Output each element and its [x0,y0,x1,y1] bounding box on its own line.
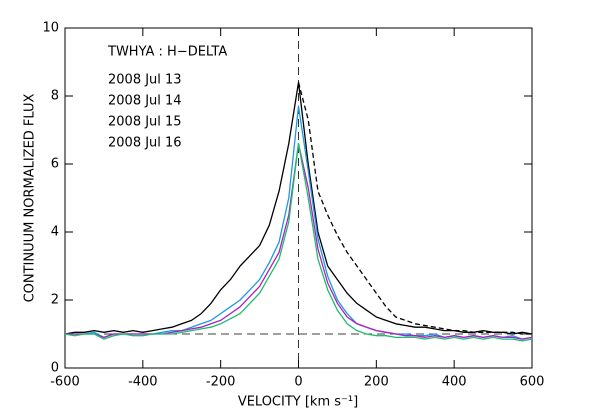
legend-label: 2008 Jul 15 [108,115,182,130]
legend-label: 2008 Jul 13 [108,73,182,88]
x-tick-label: 600 [520,375,545,390]
y-tick-label: 4 [51,225,59,240]
y-tick-label: 8 [51,89,59,104]
x-tick-label: -600 [50,375,80,390]
x-tick-label: 0 [294,375,302,390]
legend-label: 2008 Jul 14 [108,94,182,109]
annotation: TWHYA : H−DELTA [107,45,227,60]
legend-label: 2008 Jul 16 [108,136,182,151]
x-tick-label: 200 [364,375,389,390]
series-line [297,82,532,335]
x-axis-label: VELOCITY [km s⁻¹] [238,395,358,410]
y-tick-label: 6 [51,157,59,172]
x-tick-label: -400 [128,375,158,390]
y-axis-label: CONTINUUM NORMALIZED FLUX [23,93,38,302]
y-tick-label: 0 [51,361,59,376]
y-tick-label: 10 [42,21,59,36]
x-tick-label: 400 [442,375,467,390]
x-tick-label: -200 [206,375,236,390]
series-line [64,142,533,342]
y-tick-label: 2 [51,293,59,308]
